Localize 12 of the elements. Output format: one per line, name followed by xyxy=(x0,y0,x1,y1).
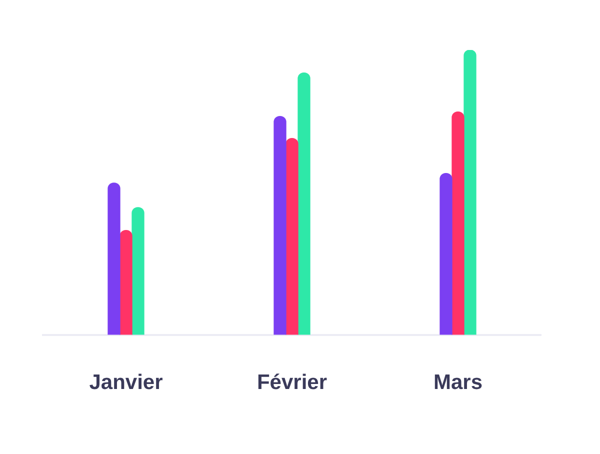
bar xyxy=(298,72,310,335)
x-tick-label: Mars xyxy=(433,371,483,394)
x-tick-label: Janvier xyxy=(89,371,163,394)
bar xyxy=(286,138,298,335)
bar xyxy=(108,182,120,335)
bar xyxy=(120,230,132,335)
bar xyxy=(274,116,286,335)
bar xyxy=(464,50,476,335)
x-tick-label: Février xyxy=(256,371,328,394)
bar xyxy=(132,207,144,335)
bar xyxy=(440,172,452,335)
bar xyxy=(452,111,464,335)
